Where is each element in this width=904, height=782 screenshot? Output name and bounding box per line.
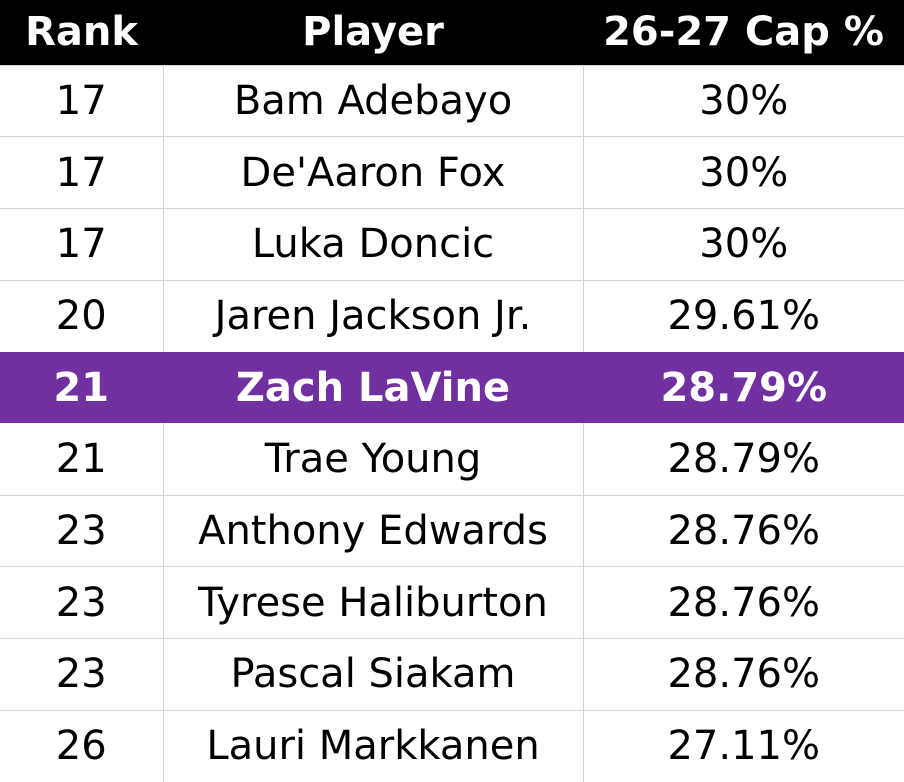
- rank-cell: 21: [55, 436, 107, 483]
- rank-cell: 23: [0, 494, 163, 567]
- table-header: Rank Player 26-27 Cap %: [0, 0, 904, 65]
- player-cell: Zach LaVine: [162, 351, 583, 424]
- rank-cell: 20: [0, 279, 163, 352]
- table-row: 26 Lauri Markkanen 27.11%: [0, 709, 904, 782]
- table-row: 17 Bam Adebayo 30%: [0, 64, 904, 137]
- cap-cell: 28.79%: [582, 423, 904, 496]
- header-player: Player: [302, 9, 444, 56]
- rank-cell: 21: [53, 364, 110, 411]
- table-row-highlighted: 21 Zach LaVine 28.79%: [0, 351, 904, 424]
- player-cell: Lauri Markkanen: [162, 709, 583, 782]
- cap-cell: 29.61%: [582, 279, 904, 352]
- player-cell: De'Aaron Fox: [162, 136, 583, 209]
- player-cell: Pascal Siakam: [162, 638, 583, 711]
- rank-cell: 17: [0, 64, 163, 137]
- table-row: 21 Trae Young 28.79%: [0, 423, 904, 496]
- cap-cell: 30%: [582, 64, 904, 137]
- cap-cell: 30%: [582, 207, 904, 281]
- cap-cell: 28.76%: [582, 494, 904, 567]
- table-row: 17 Luka Doncic 30%: [0, 207, 904, 281]
- table-row: 23 Tyrese Haliburton 28.76%: [0, 566, 904, 639]
- header-row: Rank Player 26-27 Cap %: [0, 0, 904, 65]
- table-row: 23 Anthony Edwards 28.76%: [0, 494, 904, 567]
- cap-cell: 28.76%: [582, 638, 904, 711]
- cap-cell: 28.79%: [582, 351, 904, 424]
- rank-cell: 17: [0, 207, 163, 281]
- player-cell: Anthony Edwards: [162, 494, 583, 567]
- table-row: 20 Jaren Jackson Jr. 29.61%: [0, 279, 904, 352]
- player-cell: Bam Adebayo: [162, 64, 583, 137]
- header-cap-percent: 26-27 Cap %: [603, 9, 884, 56]
- rank-cell: 23: [0, 638, 163, 711]
- rank-cell: 17: [0, 136, 163, 209]
- player-cell: Jaren Jackson Jr.: [162, 279, 583, 352]
- table-row: 17 De'Aaron Fox 30%: [0, 136, 904, 209]
- header-rank: Rank: [25, 9, 138, 56]
- table-row: 23 Pascal Siakam 28.76%: [0, 638, 904, 711]
- player-cell: Tyrese Haliburton: [162, 566, 583, 639]
- player-cell: Trae Young: [162, 423, 583, 496]
- rank-cell: 23: [0, 566, 163, 639]
- cap-cell: 27.11%: [582, 709, 904, 782]
- cap-cell: 30%: [582, 136, 904, 209]
- table-body: 17 Bam Adebayo 30% 17 De'Aaron Fox 30% 1…: [0, 64, 904, 782]
- rank-cell: 26: [0, 709, 163, 782]
- cap-cell: 28.76%: [582, 566, 904, 639]
- player-cell: Luka Doncic: [162, 207, 583, 281]
